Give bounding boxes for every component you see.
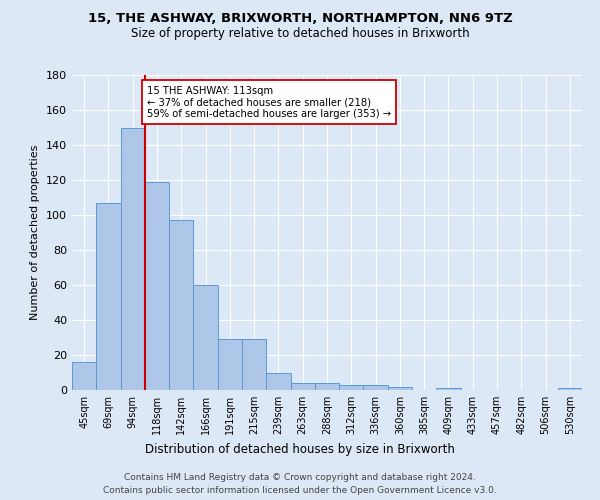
Text: 15 THE ASHWAY: 113sqm
← 37% of detached houses are smaller (218)
59% of semi-det: 15 THE ASHWAY: 113sqm ← 37% of detached … — [147, 86, 391, 118]
Bar — [388, 386, 412, 390]
Text: 15, THE ASHWAY, BRIXWORTH, NORTHAMPTON, NN6 9TZ: 15, THE ASHWAY, BRIXWORTH, NORTHAMPTON, … — [88, 12, 512, 26]
Text: Contains public sector information licensed under the Open Government Licence v3: Contains public sector information licen… — [103, 486, 497, 495]
Bar — [339, 385, 364, 390]
Bar — [169, 220, 193, 390]
Text: Size of property relative to detached houses in Brixworth: Size of property relative to detached ho… — [131, 28, 469, 40]
Text: Distribution of detached houses by size in Brixworth: Distribution of detached houses by size … — [145, 442, 455, 456]
Bar — [242, 339, 266, 390]
Bar — [96, 203, 121, 390]
Bar — [364, 385, 388, 390]
Bar — [145, 182, 169, 390]
Bar — [218, 339, 242, 390]
Bar — [72, 362, 96, 390]
Bar — [290, 383, 315, 390]
Bar — [315, 383, 339, 390]
Text: Contains HM Land Registry data © Crown copyright and database right 2024.: Contains HM Land Registry data © Crown c… — [124, 472, 476, 482]
Bar — [436, 388, 461, 390]
Bar — [193, 285, 218, 390]
Bar — [266, 372, 290, 390]
Y-axis label: Number of detached properties: Number of detached properties — [31, 145, 40, 320]
Bar — [121, 128, 145, 390]
Bar — [558, 388, 582, 390]
